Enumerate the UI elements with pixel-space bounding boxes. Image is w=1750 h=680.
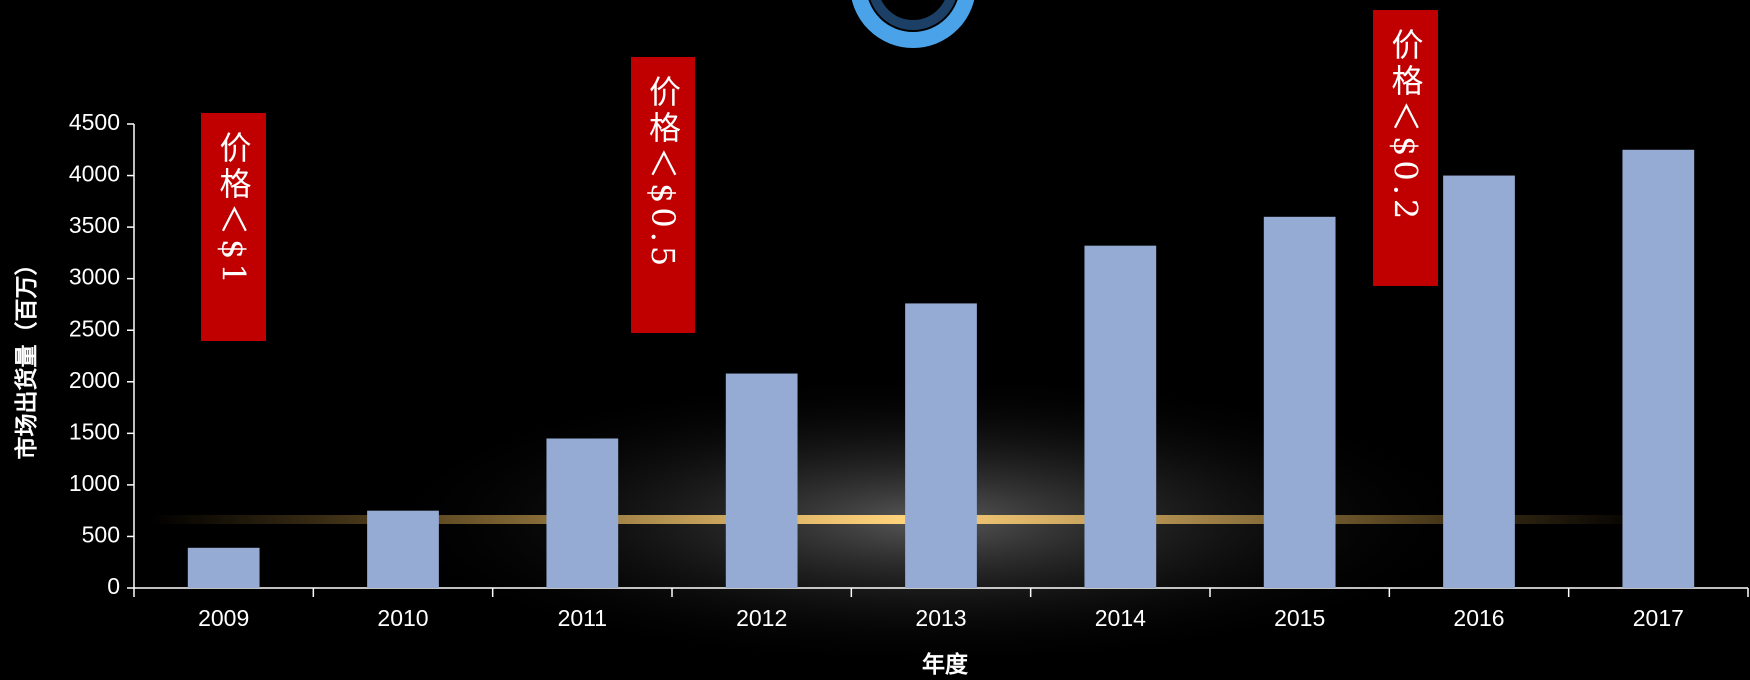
y-tick-label: 4500: [69, 109, 120, 135]
y-tick-label: 1000: [69, 470, 120, 496]
y-tick-label: 2500: [69, 315, 120, 341]
bar: [1263, 216, 1336, 589]
bar: [905, 303, 977, 588]
light-beam: [150, 515, 1650, 524]
x-axis-title: 年度: [922, 651, 969, 677]
x-tick-label: 2012: [736, 605, 787, 631]
x-tick-label: 2009: [198, 605, 249, 631]
annotation: 价格＜$0.5: [631, 57, 695, 333]
x-tick-label: 2016: [1453, 605, 1504, 631]
bar: [725, 373, 798, 588]
y-tick-label: 500: [82, 522, 120, 548]
y-tick-label: 3000: [69, 264, 120, 290]
annotation: 价格＜$0.2: [1373, 10, 1438, 286]
x-tick-label: 2010: [377, 605, 428, 631]
ring: [870, 0, 956, 30]
y-tick-label: 1500: [69, 418, 120, 444]
ring: [851, 0, 975, 48]
x-tick-label: 2014: [1095, 605, 1146, 631]
y-tick-label: 0: [107, 573, 120, 599]
x-tick-label: 2015: [1274, 605, 1325, 631]
bar: [367, 510, 439, 588]
y-tick-label: 2000: [69, 367, 120, 393]
bar: [1622, 149, 1695, 588]
y-axis-title: 市场出货量（百万）: [13, 253, 39, 460]
annotation: 价格＜$1: [201, 113, 266, 341]
x-tick-label: 2017: [1633, 605, 1684, 631]
bar: [1084, 245, 1157, 588]
x-tick-label: 2011: [558, 605, 607, 631]
y-tick-label: 4000: [69, 161, 120, 187]
y-tick-label: 3500: [69, 212, 120, 238]
bar: [1443, 175, 1515, 589]
x-tick-label: 2013: [915, 605, 966, 631]
bar: [187, 547, 260, 588]
bar: [546, 438, 619, 588]
